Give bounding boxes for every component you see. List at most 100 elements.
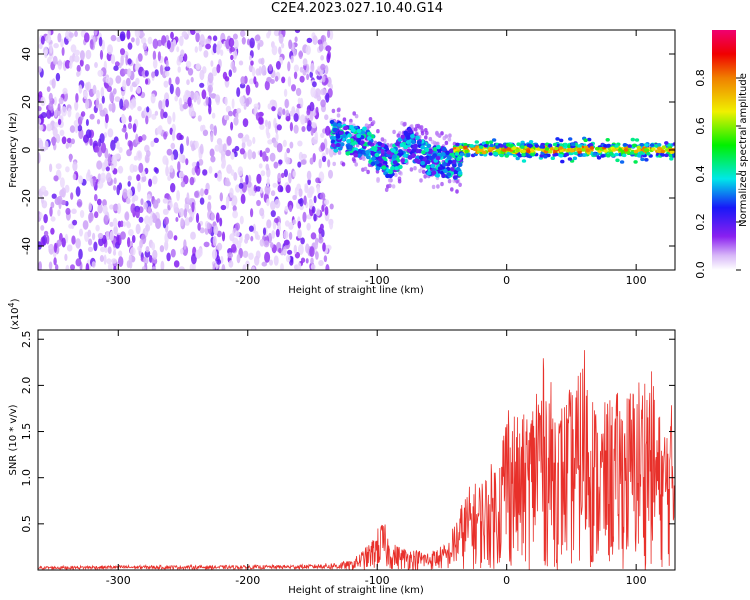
- spectrogram-cell: [266, 177, 270, 187]
- spectrogram-cell: [72, 219, 78, 226]
- spectrogram-cell: [405, 132, 411, 137]
- spectrogram-cell: [409, 167, 414, 172]
- spectrogram-cell: [499, 153, 504, 157]
- spectrogram-cell: [61, 136, 67, 145]
- spectrogram-cell: [191, 201, 195, 213]
- spectrogram-cell: [313, 195, 317, 204]
- spectrogram-cell: [119, 98, 124, 110]
- spectrogram-cell: [310, 62, 315, 73]
- spectrogram-cell: [228, 110, 233, 117]
- spectrogram-cell: [244, 238, 249, 244]
- spectrogram-cell: [38, 124, 44, 131]
- spectrogram-cell: [99, 255, 104, 262]
- spectrogram-cell: [547, 143, 553, 148]
- spectrogram-cell: [246, 139, 252, 147]
- spectrogram-cell: [52, 127, 58, 137]
- spectrogram-cell: [431, 184, 436, 190]
- spectrogram-cell: [147, 36, 153, 45]
- spectrogram-cell: [318, 260, 324, 266]
- spectrogram-cell: [273, 161, 279, 169]
- spectrogram-cell: [79, 59, 84, 67]
- spectrogram-cell: [175, 76, 180, 85]
- spectrogram-cell: [271, 230, 276, 239]
- spectrogram-cell: [455, 142, 460, 147]
- spectrogram-cell: [103, 132, 108, 138]
- spectrogram-cell: [135, 223, 141, 235]
- spectrogram-cell: [354, 162, 359, 167]
- spectrogram-cell: [251, 266, 256, 270]
- spectrogram-cell: [585, 148, 590, 153]
- spectrogram-cell: [250, 235, 254, 242]
- spectrogram-cell: [152, 59, 158, 69]
- spectrogram-cell: [336, 108, 341, 113]
- spectrogram-y-tick-label: 40: [20, 47, 33, 61]
- spectrogram-cell: [455, 166, 461, 172]
- spectrogram-cell: [299, 75, 305, 83]
- spectrogram-cell: [387, 178, 392, 183]
- spectrogram-cell: [316, 208, 321, 217]
- spectrogram-cell: [135, 133, 139, 144]
- spectrogram-cell: [157, 39, 163, 47]
- spectrogram-cell: [42, 235, 47, 246]
- spectrogram-cell: [222, 143, 227, 153]
- spectrogram-cell: [544, 147, 550, 151]
- spectrogram-cell: [297, 262, 302, 270]
- spectrogram-cell: [319, 223, 324, 231]
- spectrogram-cell: [70, 44, 77, 53]
- spectrogram-cell: [327, 30, 331, 39]
- spectrogram-cell: [424, 135, 428, 140]
- spectrogram-cell: [411, 148, 417, 153]
- spectrogram-cell: [385, 173, 390, 179]
- spectrogram-cell: [184, 217, 190, 226]
- spectrogram-cell: [141, 266, 146, 270]
- spectrogram-cell: [236, 253, 241, 264]
- spectrogram-cell: [668, 153, 673, 158]
- spectrogram-cell: [94, 211, 99, 219]
- spectrogram-cell: [107, 153, 112, 164]
- spectrogram-cell: [319, 192, 326, 200]
- spectrogram-cell: [53, 122, 60, 128]
- spectrogram-cell: [323, 255, 328, 263]
- spectrogram-cell: [231, 200, 236, 207]
- spectrogram-cell: [289, 141, 294, 149]
- spectrogram-cell: [69, 125, 76, 133]
- spectrogram-cell: [252, 136, 256, 145]
- spectrogram-cell: [284, 98, 289, 109]
- spectrogram-cell: [284, 205, 289, 212]
- spectrogram-cell: [172, 111, 176, 123]
- spectrogram-cell: [104, 158, 109, 168]
- spectrogram-cell: [371, 120, 376, 125]
- spectrogram-cell: [162, 155, 168, 165]
- snr-multiplier: (x104): [7, 298, 21, 330]
- spectrogram-cell: [283, 230, 289, 239]
- spectrogram-cell: [66, 244, 73, 252]
- spectrogram-cell: [362, 126, 367, 131]
- spectrogram-cell: [118, 147, 123, 153]
- spectrogram-cell: [55, 133, 61, 144]
- spectrogram-cell: [44, 140, 49, 151]
- spectrogram-cell: [376, 129, 380, 134]
- spectrogram-cell: [221, 231, 226, 242]
- spectrogram-cell: [336, 113, 341, 118]
- spectrogram-cell: [260, 57, 265, 65]
- spectrogram-cell: [330, 143, 336, 148]
- spectrogram-cell: [46, 123, 53, 132]
- spectrogram-cell: [329, 30, 334, 40]
- spectrogram-cell: [182, 103, 189, 110]
- spectrogram-cell: [96, 198, 102, 206]
- spectrogram-cell: [418, 155, 424, 160]
- spectrogram-cell: [258, 116, 264, 125]
- spectrogram-cell: [122, 221, 127, 227]
- spectrogram-cell: [129, 247, 136, 256]
- spectrogram-cell: [386, 150, 392, 155]
- spectrogram-cell: [559, 138, 564, 143]
- spectrogram-cell: [314, 239, 319, 250]
- colorbar-gradient: [712, 30, 736, 270]
- spectrogram-cell: [43, 213, 48, 224]
- spectrogram-cell: [311, 206, 316, 214]
- spectrogram-cell: [312, 139, 318, 145]
- spectrogram-cell: [321, 229, 325, 238]
- spectrogram-cell: [253, 76, 257, 85]
- spectrogram-cell: [124, 211, 130, 221]
- spectrogram-cell: [488, 152, 493, 156]
